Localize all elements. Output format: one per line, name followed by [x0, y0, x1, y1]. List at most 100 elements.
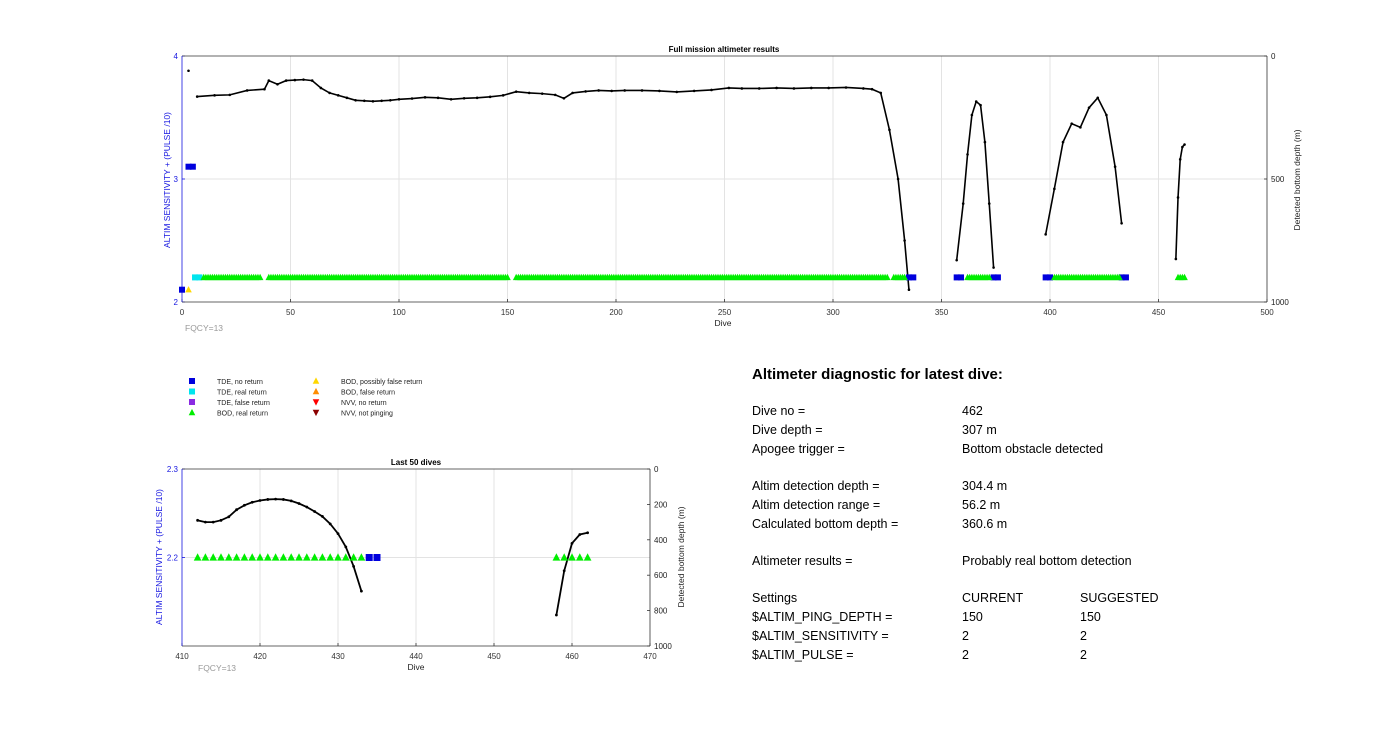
tde-no-return-marker [910, 274, 917, 281]
depth-point [966, 153, 969, 156]
bottom-chart-title: Last 50 dives [391, 458, 442, 467]
depth-point [1178, 158, 1182, 161]
depth-point [266, 498, 270, 501]
x-tick-label: 300 [826, 308, 840, 317]
depth-point [888, 128, 891, 132]
depth-point [1120, 221, 1123, 225]
legend-marker [189, 399, 195, 405]
x-tick-label: 0 [180, 308, 185, 317]
depth-point [658, 89, 661, 93]
depth-point [328, 522, 332, 526]
bod-real-return-marker [334, 553, 342, 561]
bod-real-return-marker [560, 553, 569, 561]
bottom-chart-ylabel-right: Detected bottom depth (m) [676, 506, 686, 607]
depth-point [740, 87, 744, 90]
depth-point [692, 89, 696, 93]
depth-point [410, 97, 414, 100]
depth-point [336, 94, 340, 97]
bod-real-return-marker [224, 553, 233, 561]
y-right-tick-label: 800 [654, 607, 668, 616]
bottom-chart-xlabel: Dive [407, 662, 424, 672]
x-tick-label: 440 [409, 652, 423, 661]
x-tick-label: 100 [392, 308, 406, 317]
depth-point [289, 499, 293, 503]
legend-label: TDE, false return [217, 400, 270, 407]
bod-real-return-marker [985, 273, 993, 281]
bod-real-return-marker [568, 553, 576, 561]
legend-marker [312, 409, 320, 417]
depth-point [553, 93, 557, 97]
depth-point [1061, 140, 1065, 144]
bod-possibly-false-return-marker [185, 286, 192, 293]
x-tick-label: 450 [1152, 308, 1166, 317]
bod-real-return-marker [248, 553, 257, 561]
depth-point [970, 113, 974, 117]
dive-depth-value: 307 m [962, 423, 997, 437]
depth-point [974, 100, 978, 103]
depth-point [284, 79, 288, 82]
depth-point [1181, 145, 1184, 149]
bod-real-return-marker [341, 553, 350, 561]
bod-real-return-marker [583, 553, 592, 561]
tde-no-return-marker [953, 274, 960, 281]
tde-no-return-marker [994, 274, 1001, 281]
depth-point [313, 510, 316, 513]
dive-no-label: Dive no = [752, 404, 806, 418]
bod-real-return-marker [256, 273, 264, 281]
bod-real-return-marker [326, 553, 335, 561]
depth-point [302, 78, 305, 81]
legend-marker [188, 408, 196, 416]
setting-current: 2 [962, 648, 969, 662]
bod-real-return-marker [217, 553, 225, 561]
depth-point [449, 97, 453, 101]
depth-point [903, 239, 906, 242]
tde-no-return-marker [365, 554, 373, 561]
bod-real-return-marker [201, 553, 210, 561]
depth-point [955, 258, 958, 262]
y-left-tick-label: 2 [174, 298, 179, 307]
setting-suggested: 150 [1080, 610, 1101, 624]
bod-real-return-marker [295, 553, 303, 561]
depth-point [640, 89, 644, 92]
depth-point [305, 505, 309, 509]
depth-point [540, 92, 544, 95]
tde-real-return-marker [192, 274, 199, 281]
depth-point [204, 520, 207, 524]
depth-point [1079, 126, 1082, 129]
y-left-tick-label: 2.2 [167, 554, 179, 563]
bod-real-return-marker [1116, 273, 1123, 281]
depth-point [293, 78, 297, 82]
depth-point [310, 79, 314, 82]
legend: TDE, no return TDE, real return TDE, false… [188, 377, 422, 418]
bod-real-return-marker [209, 553, 218, 561]
depth-point [282, 498, 285, 501]
top-chart-xlabel: Dive [714, 318, 731, 328]
y-left-tick-label: 4 [174, 52, 179, 61]
y-right-tick-label: 1000 [1271, 298, 1289, 307]
x-tick-label: 500 [1260, 308, 1274, 317]
bottom-chart-footnote: FQCY=13 [198, 663, 236, 673]
depth-point [380, 99, 383, 103]
depth-point [675, 90, 679, 94]
y-right-tick-label: 0 [1271, 52, 1276, 61]
setting-suggested: 2 [1080, 648, 1087, 662]
depth-point [267, 79, 271, 82]
tde-no-return-marker [373, 554, 381, 561]
legend-label: TDE, real return [217, 390, 267, 397]
legend-marker [189, 388, 195, 395]
depth-point [1174, 257, 1178, 261]
x-tick-label: 420 [253, 652, 267, 661]
depth-point [187, 69, 190, 73]
setting-current: 2 [962, 629, 969, 643]
setting-suggested: 2 [1080, 629, 1087, 643]
depth-point [352, 564, 355, 568]
depth-point [757, 87, 761, 90]
depth-point [274, 497, 277, 501]
x-tick-label: 430 [331, 652, 345, 661]
x-tick-label: 470 [643, 652, 657, 661]
depth-point [792, 87, 796, 90]
depth-point [562, 97, 566, 100]
depth-point [810, 86, 813, 90]
depth-point [597, 89, 600, 92]
legend-marker [312, 399, 320, 406]
